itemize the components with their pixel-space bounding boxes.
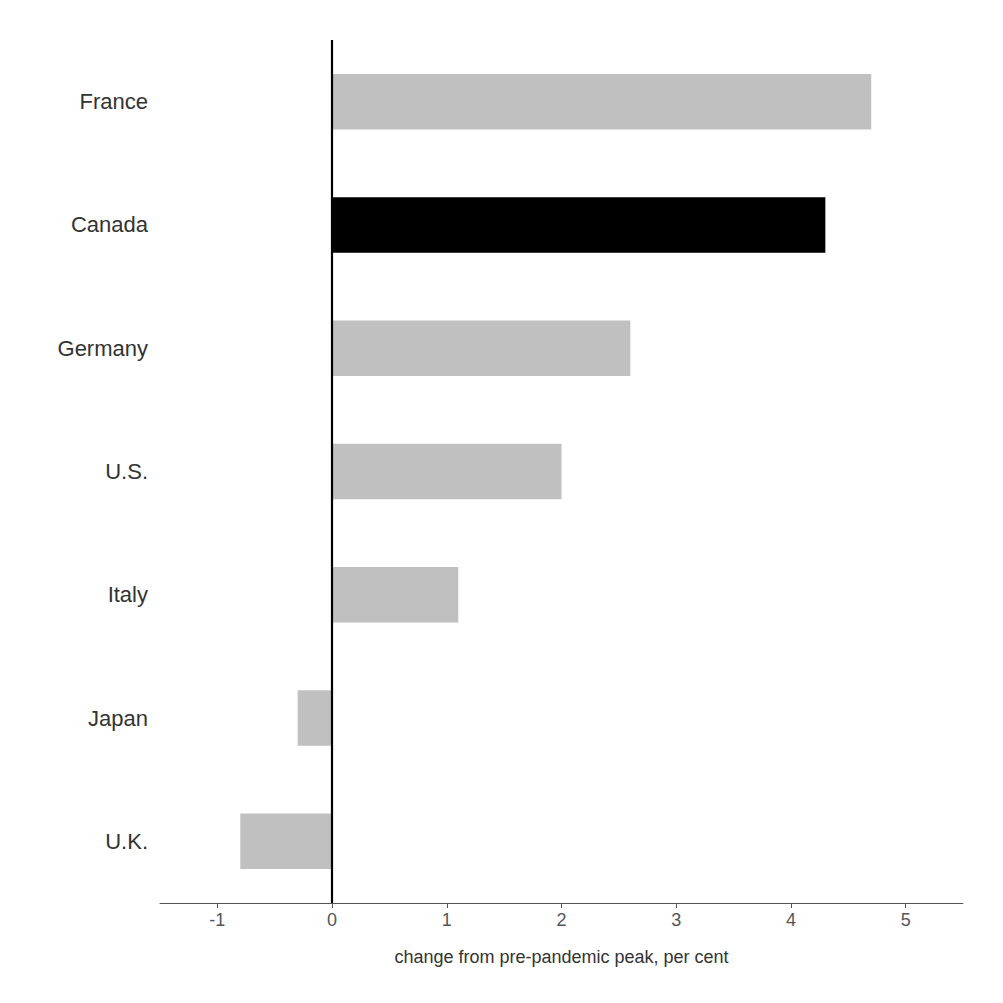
svg-text:Italy: Italy [108, 582, 148, 607]
svg-text:France: France [80, 89, 148, 114]
svg-text:-1: -1 [209, 910, 225, 930]
svg-text:U.K.: U.K. [105, 829, 148, 854]
svg-text:U.S.: U.S. [105, 459, 148, 484]
svg-text:Japan: Japan [88, 706, 148, 731]
svg-text:Canada: Canada [71, 212, 149, 237]
svg-text:change from pre-pandemic peak,: change from pre-pandemic peak, per cent [394, 947, 728, 967]
svg-text:0: 0 [327, 910, 337, 930]
svg-text:2: 2 [556, 910, 566, 930]
svg-text:4: 4 [786, 910, 796, 930]
svg-text:5: 5 [901, 910, 911, 930]
svg-text:1: 1 [442, 910, 452, 930]
svg-text:3: 3 [671, 910, 681, 930]
svg-text:Germany: Germany [58, 336, 148, 361]
